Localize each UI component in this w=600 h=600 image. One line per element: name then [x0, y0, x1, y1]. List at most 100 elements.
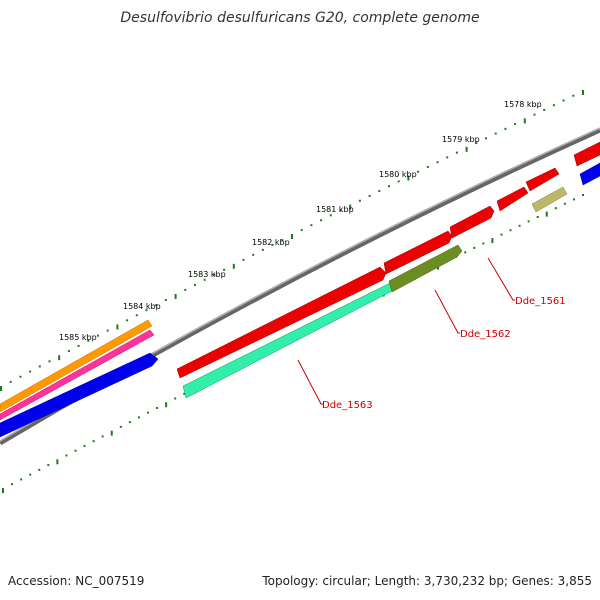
- scale-tick: [174, 397, 177, 400]
- scale-tick: [543, 108, 546, 111]
- scale-tick: [562, 99, 565, 102]
- cds-red-1561[interactable]: [449, 205, 495, 239]
- scale-tick: [83, 444, 86, 447]
- scale-tick: [20, 478, 23, 481]
- leader-dde-1563: [297, 359, 323, 405]
- genome-stats-text: Topology: circular; Length: 3,730,232 bp…: [262, 574, 592, 588]
- scale-tick: [485, 137, 487, 140]
- scale-tick: [378, 190, 381, 193]
- scale-tick: [128, 421, 131, 424]
- scale-tick: [436, 161, 439, 164]
- scale-tick: [29, 473, 32, 476]
- scale-tick: [446, 156, 449, 159]
- scale-tick: [183, 392, 186, 395]
- scale-label-1578: 1578 kbp: [504, 100, 542, 109]
- scale-tick: [504, 127, 507, 130]
- scale-tick: [407, 175, 410, 181]
- genome-backbone: [0, 127, 600, 446]
- scale-tick: [147, 411, 149, 414]
- leader-dde-1561: [487, 257, 515, 301]
- scale-tick: [300, 229, 303, 232]
- scale-tick: [101, 435, 104, 438]
- scale-tick: [572, 94, 575, 97]
- scale-tick: [358, 199, 361, 202]
- scale-label-1584: 1584 kbp: [123, 302, 161, 311]
- scale-tick: [74, 449, 77, 452]
- cds-khaki[interactable]: [531, 186, 568, 213]
- scale-tick: [137, 416, 140, 419]
- scale-tick: [11, 483, 14, 486]
- scale-tick: [464, 251, 467, 254]
- scale-tick: [47, 464, 50, 467]
- scale-tick: [339, 209, 342, 212]
- scale-tick: [349, 204, 352, 210]
- scale-tick: [155, 304, 158, 307]
- scale-tick: [116, 324, 119, 330]
- scale-label-1585: 1585 kbp: [59, 333, 97, 342]
- scale-tick: [261, 248, 264, 251]
- cds-orange[interactable]: [0, 319, 153, 413]
- cds-red-1562[interactable]: [383, 230, 453, 275]
- scale-tick: [554, 207, 557, 210]
- scale-label-1583: 1583 kbp: [188, 270, 226, 279]
- scale-tick: [106, 329, 109, 332]
- gene-label-dde-1561[interactable]: Dde_1561: [515, 296, 566, 307]
- scale-tick: [203, 278, 206, 281]
- cds-blue-left[interactable]: [0, 352, 159, 438]
- scale-tick: [465, 146, 468, 152]
- scale-label-1579: 1579 kbp: [442, 135, 480, 144]
- scale-tick: [110, 430, 113, 436]
- scale-tick: [242, 258, 245, 261]
- scale-tick: [119, 425, 122, 428]
- cds-red-6[interactable]: [573, 141, 600, 167]
- scale-tick: [310, 224, 313, 227]
- scale-tick: [329, 214, 332, 217]
- scale-tick: [388, 185, 390, 188]
- scale-tick: [92, 440, 95, 443]
- scale-tick: [563, 202, 566, 205]
- cds-red-5[interactable]: [525, 167, 560, 192]
- scale-tick: [552, 104, 555, 107]
- accession-text: Accession: NC_007519: [8, 574, 145, 588]
- gene-label-dde-1563[interactable]: Dde_1563: [322, 400, 373, 411]
- scale-tick: [582, 90, 584, 95]
- scale-tick: [455, 151, 458, 154]
- scale-tick: [494, 132, 497, 135]
- scale-tick: [145, 309, 148, 312]
- scale-tick: [523, 118, 526, 124]
- scale-tick: [0, 386, 2, 391]
- cds-teal-1563[interactable]: [182, 282, 395, 399]
- cds-red-4[interactable]: [496, 186, 529, 212]
- scale-tick: [213, 273, 216, 276]
- scale-label-1580: 1580 kbp: [379, 170, 417, 179]
- scale-tick: [126, 319, 129, 322]
- scale-tick: [58, 355, 61, 361]
- cds-olive-1562[interactable]: [388, 244, 463, 293]
- scale-label-1581: 1581 kbp: [316, 205, 354, 214]
- scale-tick: [164, 299, 167, 302]
- scale-tick: [417, 170, 420, 173]
- scale-tick: [533, 113, 536, 116]
- scale-tick: [97, 334, 99, 337]
- scale-tick: [281, 238, 284, 241]
- cds-blue-right[interactable]: [579, 162, 600, 186]
- scale-tick: [397, 180, 400, 183]
- scale-tick: [271, 243, 274, 246]
- scale-tick: [536, 215, 539, 218]
- scale-tick: [291, 234, 293, 239]
- gene-label-dde-1562[interactable]: Dde_1562: [460, 329, 511, 340]
- scale-tick: [527, 220, 530, 223]
- scale-tick: [473, 246, 476, 249]
- scale-tick: [184, 288, 187, 291]
- scale-tick: [582, 194, 584, 196]
- scale-tick: [19, 375, 22, 378]
- cds-red-1563[interactable]: [176, 266, 387, 379]
- scale-tick: [194, 283, 196, 286]
- scale-tick: [320, 219, 323, 222]
- scale-tick: [482, 242, 485, 245]
- scale-tick: [165, 402, 168, 408]
- scale-tick: [67, 350, 70, 353]
- scale-tick: [2, 488, 4, 493]
- cds-pink[interactable]: [0, 329, 155, 421]
- scale-tick: [368, 194, 371, 197]
